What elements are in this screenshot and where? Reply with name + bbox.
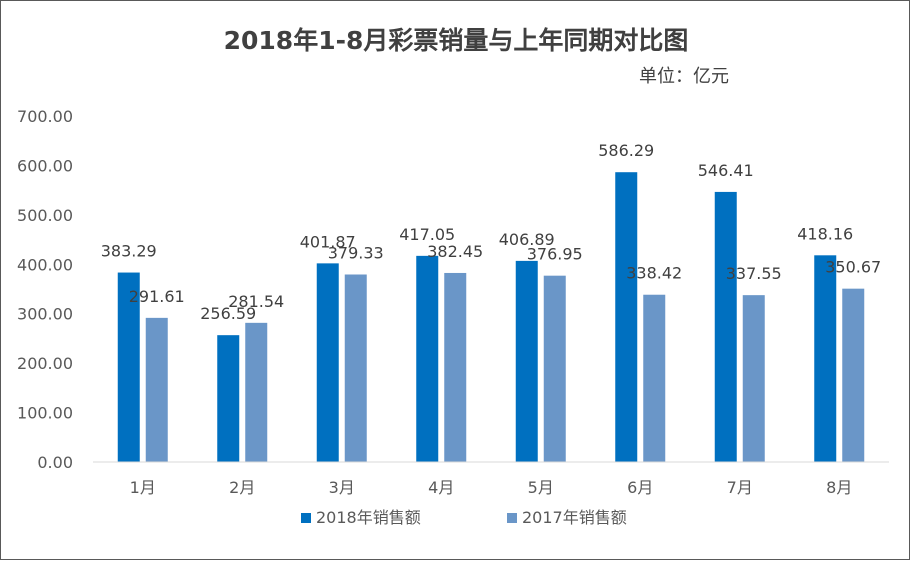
bar-series1 <box>316 263 339 462</box>
data-label: 338.42 <box>626 264 682 283</box>
x-tick-label: 3月 <box>329 478 355 497</box>
y-tick-label: 600.00 <box>17 156 73 175</box>
y-tick-label: 100.00 <box>17 404 73 423</box>
x-tick-label: 8月 <box>826 478 852 497</box>
y-tick-label: 300.00 <box>17 305 73 324</box>
legend-swatch <box>507 513 517 523</box>
y-axis: 0.00 100.00 200.00 300.00 400.00 500.00 600.00… <box>17 107 73 472</box>
legend: 2018年销售额 2017年销售额 <box>301 508 627 527</box>
bar-series2 <box>245 322 268 462</box>
bar-series1 <box>217 335 240 462</box>
x-axis: 1月 2月 3月 4月 5月 6月 7月 8月 <box>93 461 889 497</box>
data-label: 546.41 <box>698 161 754 180</box>
legend-label: 2017年销售额 <box>522 508 627 527</box>
bar-series2 <box>145 317 168 462</box>
y-tick-label: 0.00 <box>37 453 73 472</box>
data-label: 337.55 <box>726 264 782 283</box>
legend-swatch <box>301 513 311 523</box>
data-label: 418.16 <box>797 224 853 243</box>
x-tick-label: 4月 <box>428 478 454 497</box>
bar-series1 <box>416 255 439 462</box>
y-tick-label: 400.00 <box>17 255 73 274</box>
data-label: 586.29 <box>598 141 654 160</box>
x-tick-label: 6月 <box>627 478 653 497</box>
bar-series2 <box>543 275 566 462</box>
x-tick-label: 7月 <box>727 478 753 497</box>
bar-series1 <box>814 255 837 462</box>
y-tick-label: 200.00 <box>17 354 73 373</box>
data-label: 382.45 <box>427 242 483 261</box>
data-label: 281.54 <box>228 292 284 311</box>
data-label: 379.33 <box>328 244 384 263</box>
x-tick-label: 5月 <box>528 478 554 497</box>
bar-series2 <box>444 272 467 462</box>
bar-series2 <box>643 294 666 462</box>
data-label: 401.87 <box>300 232 356 251</box>
bar-series2 <box>842 288 865 462</box>
y-tick-label: 700.00 <box>17 107 73 126</box>
data-label: 417.05 <box>399 225 455 244</box>
data-label: 406.89 <box>499 230 555 249</box>
x-tick-label: 2月 <box>229 478 255 497</box>
bar-series1 <box>515 260 538 462</box>
bar-series2 <box>742 295 765 462</box>
chart-title: 2018年1-8月彩票销量与上年同期对比图 <box>224 26 689 55</box>
data-label: 350.67 <box>825 258 881 277</box>
data-label: 291.61 <box>129 287 185 306</box>
bar-series1 <box>117 272 140 462</box>
bar-series2 <box>344 274 367 462</box>
x-tick-label: 1月 <box>130 478 156 497</box>
legend-label: 2018年销售额 <box>316 508 421 527</box>
data-label: 256.59 <box>200 304 256 323</box>
bar-series1 <box>714 191 737 462</box>
unit-label: 单位：亿元 <box>639 66 729 87</box>
bar-series1 <box>615 172 638 462</box>
y-tick-label: 500.00 <box>17 206 73 225</box>
data-label: 376.95 <box>527 245 583 264</box>
data-label: 383.29 <box>101 242 157 261</box>
